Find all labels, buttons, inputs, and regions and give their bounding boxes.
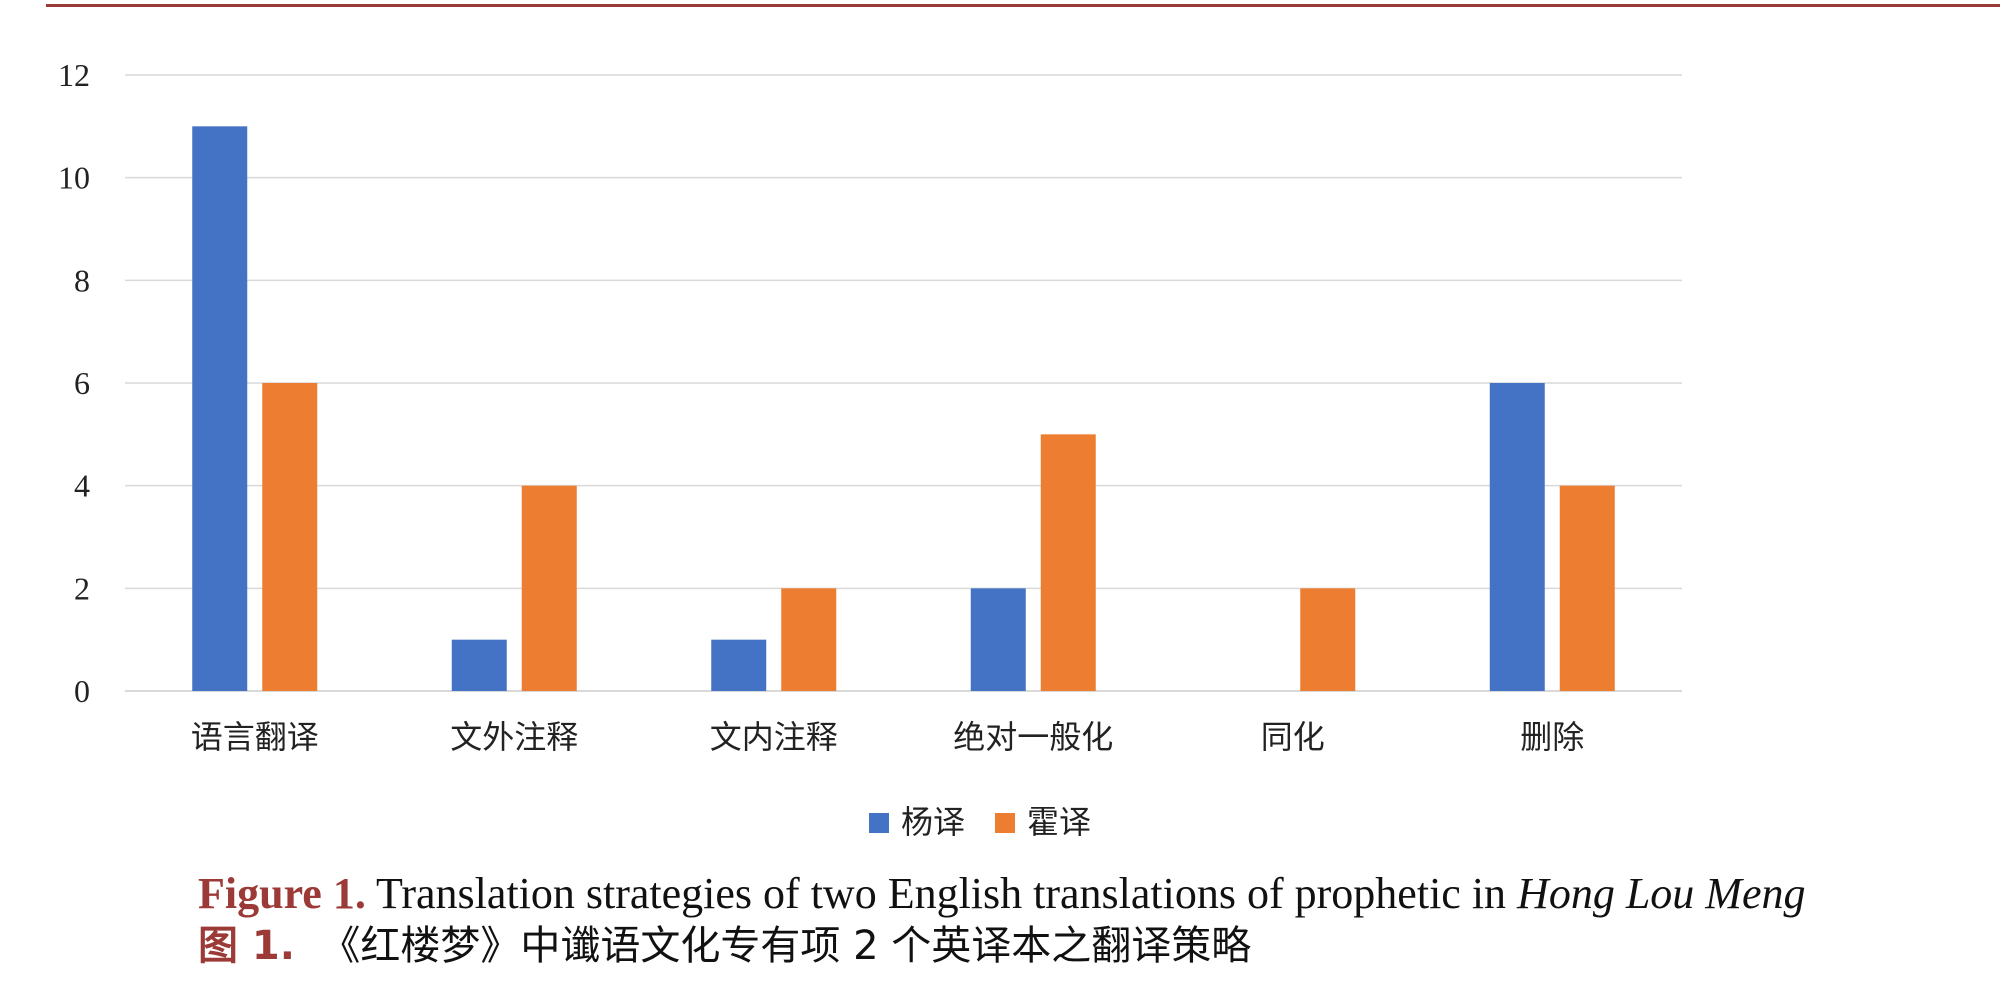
top-rule xyxy=(46,4,2000,7)
legend-swatch-2 xyxy=(995,813,1015,833)
y-tick-label: 8 xyxy=(74,262,90,298)
figure-caption-zh: 图 1. 《红楼梦》中谶语文化专有项 2 个英译本之翻译策略 xyxy=(198,920,1251,972)
x-tick-label: 删除 xyxy=(1520,718,1584,756)
y-axis-ticks: 0 2 4 6 8 10 12 xyxy=(58,57,90,709)
y-tick-label: 10 xyxy=(58,160,90,196)
bar-series2-2 xyxy=(781,588,837,691)
x-axis-ticks: 语言翻译 文外注释 文内注释 绝对一般化 同化 删除 xyxy=(191,718,1585,756)
x-tick-label: 绝对一般化 xyxy=(953,718,1113,756)
bar-series1-1 xyxy=(451,639,507,691)
figure-label-zh: 图 1. xyxy=(198,923,295,969)
bar-series2-1 xyxy=(521,485,577,691)
bar-series1-5 xyxy=(1489,383,1545,691)
bar-series1-2 xyxy=(711,639,767,691)
bar-chart: 0 2 4 6 8 10 12 语言翻译 文外注释 文内注释 绝对一般化 同化 删除 杨译 霍译 xyxy=(58,57,1682,841)
bar-series2-5 xyxy=(1559,485,1615,691)
y-tick-label: 0 xyxy=(74,673,90,709)
caption-text-zh: 《红楼梦》中谶语文化专有项 2 个英译本之翻译策略 xyxy=(320,923,1252,969)
legend-label-1: 杨译 xyxy=(901,803,965,841)
bar-series1-0 xyxy=(192,126,248,692)
x-tick-label: 文外注释 xyxy=(450,718,578,756)
x-tick-label: 文内注释 xyxy=(710,718,838,756)
y-tick-label: 6 xyxy=(74,365,90,401)
figure-label-en: Figure 1. xyxy=(198,869,366,918)
legend: 杨译 霍译 xyxy=(869,803,1091,841)
y-tick-label: 2 xyxy=(74,570,90,606)
bar-series1-3 xyxy=(970,588,1026,691)
y-tick-label: 12 xyxy=(58,57,90,93)
y-tick-label: 4 xyxy=(74,468,90,504)
bar-series2-0 xyxy=(262,383,318,691)
bar-series2-4 xyxy=(1300,588,1356,691)
legend-label-2: 霍译 xyxy=(1027,803,1091,841)
x-tick-label: 语言翻译 xyxy=(191,718,319,756)
bars xyxy=(192,126,1615,692)
x-tick-label: 同化 xyxy=(1261,718,1325,756)
caption-text-en: Translation strategies of two English tr… xyxy=(365,869,1518,918)
grid-lines xyxy=(125,74,1682,692)
bar-series2-3 xyxy=(1040,434,1096,691)
caption-italic-title: Hong Lou Meng xyxy=(1517,869,1806,918)
legend-swatch-1 xyxy=(869,813,889,833)
figure-caption-en: Figure 1. Translation strategies of two … xyxy=(198,866,1805,922)
